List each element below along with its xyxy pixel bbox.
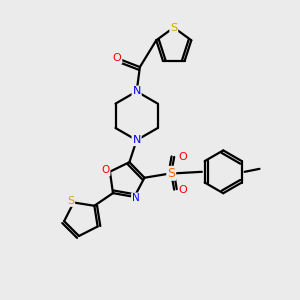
Text: O: O bbox=[112, 53, 122, 63]
Text: N: N bbox=[132, 135, 141, 145]
Text: O: O bbox=[179, 152, 188, 162]
Text: O: O bbox=[101, 165, 110, 175]
Text: S: S bbox=[167, 167, 175, 180]
Text: N: N bbox=[132, 86, 141, 96]
Text: S: S bbox=[67, 196, 74, 206]
Text: N: N bbox=[132, 194, 140, 203]
Text: O: O bbox=[179, 184, 188, 195]
Text: S: S bbox=[170, 22, 177, 32]
